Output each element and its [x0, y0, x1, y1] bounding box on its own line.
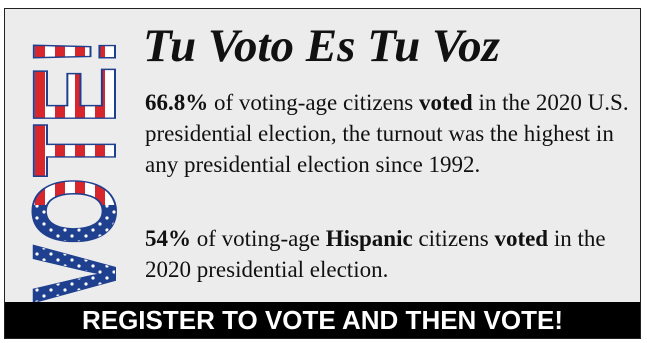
banner: REGISTER TO VOTE AND THEN VOTE!	[5, 302, 640, 338]
text: in the 2020 presidential election.	[145, 226, 612, 282]
title: Tu Voto Es Tu Voz	[143, 20, 500, 72]
paragraph: 54% of voting-age Hispanic citizens vote…	[145, 223, 635, 285]
bold-text: voted	[494, 226, 549, 251]
paragraph: 66.8% of voting-age citizens voted in th…	[145, 87, 635, 180]
text: of voting-age citizens	[208, 90, 420, 115]
text: in the 2020 U.S. presidential election, …	[145, 90, 635, 177]
bold-text: 54%	[145, 226, 191, 251]
text: of voting-age	[191, 226, 326, 251]
stars-overlay	[19, 205, 131, 303]
vote-graphic: VOTE! VOTE!	[19, 36, 131, 304]
bold-text: 66.8%	[145, 90, 209, 115]
bold-text: voted	[419, 90, 473, 115]
bold-text: Hispanic	[325, 226, 413, 251]
text: citizens	[412, 226, 495, 251]
flyer: VOTE! VOTE! Tu Voto Es Tu Voz 66.8% of v…	[4, 8, 641, 339]
